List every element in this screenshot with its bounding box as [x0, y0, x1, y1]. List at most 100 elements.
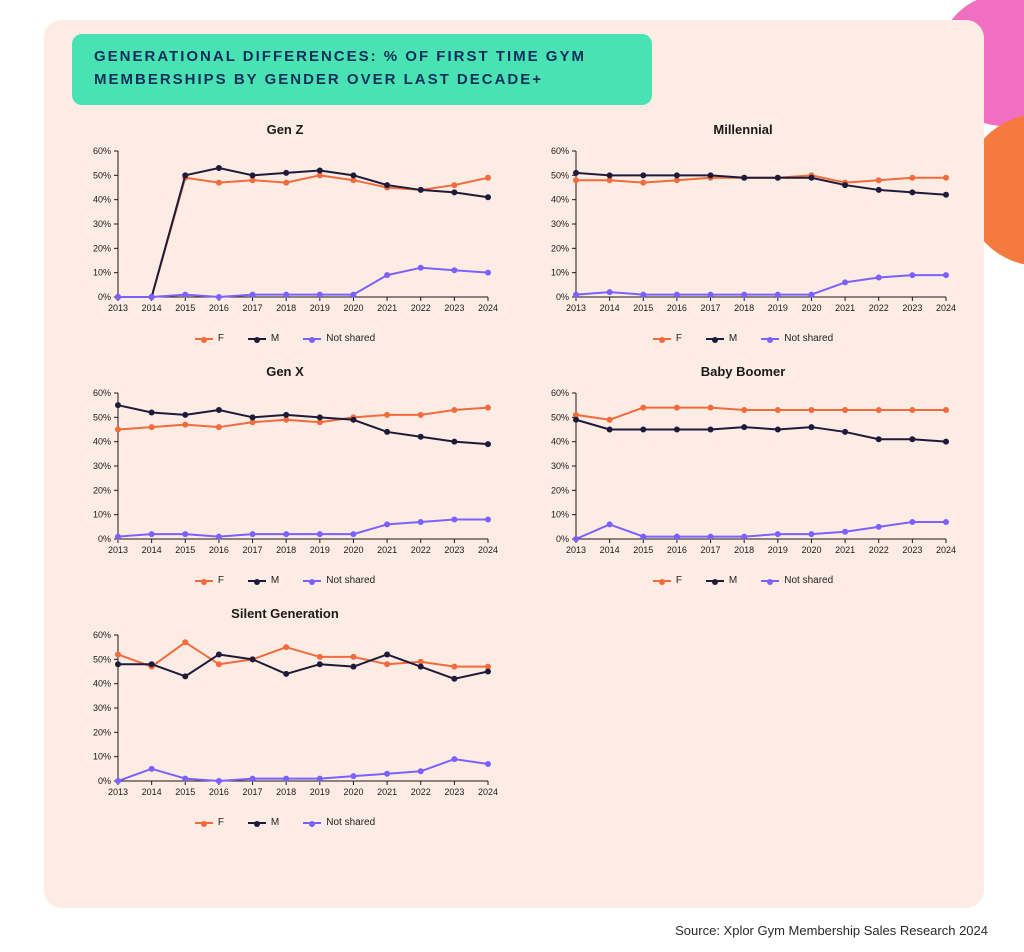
svg-text:2021: 2021 [377, 545, 397, 555]
legend-swatch-icon [195, 580, 213, 582]
svg-text:60%: 60% [551, 388, 569, 398]
svg-text:2021: 2021 [835, 303, 855, 313]
svg-text:50%: 50% [93, 170, 111, 180]
svg-text:40%: 40% [551, 437, 569, 447]
legend-label: Not shared [326, 817, 375, 828]
svg-text:10%: 10% [93, 752, 111, 762]
legend-item: M [248, 333, 279, 344]
chart-title: Gen X [72, 364, 498, 379]
title-banner: GENERATIONAL DIFFERENCES: % OF FIRST TIM… [72, 34, 652, 105]
svg-text:2024: 2024 [478, 545, 498, 555]
svg-text:2014: 2014 [600, 545, 620, 555]
legend-swatch-icon [248, 822, 266, 824]
chart-title: Baby Boomer [530, 364, 956, 379]
svg-text:2020: 2020 [343, 787, 363, 797]
legend-label: M [729, 333, 737, 344]
chart-row: Silent Generation0%10%20%30%40%50%60%201… [72, 600, 956, 836]
svg-text:50%: 50% [93, 654, 111, 664]
svg-text:0%: 0% [98, 776, 111, 786]
svg-text:2023: 2023 [444, 787, 464, 797]
legend-label: F [218, 333, 224, 344]
legend-label: Not shared [784, 333, 833, 344]
legend-item: Not shared [303, 333, 375, 344]
legend-label: Not shared [326, 575, 375, 586]
legend-label: M [271, 817, 279, 828]
svg-text:2016: 2016 [209, 545, 229, 555]
legend-label: M [271, 333, 279, 344]
chart-legend: F M Not shared [72, 817, 498, 828]
chart-title: Silent Generation [72, 606, 498, 621]
svg-text:2014: 2014 [600, 303, 620, 313]
legend-swatch-icon [248, 338, 266, 340]
svg-text:60%: 60% [93, 630, 111, 640]
svg-text:0%: 0% [556, 292, 569, 302]
svg-text:2013: 2013 [566, 303, 586, 313]
svg-text:2024: 2024 [478, 303, 498, 313]
svg-text:2019: 2019 [310, 787, 330, 797]
svg-text:2023: 2023 [444, 545, 464, 555]
svg-text:10%: 10% [551, 510, 569, 520]
svg-text:2016: 2016 [209, 303, 229, 313]
svg-text:30%: 30% [93, 703, 111, 713]
legend-label: Not shared [326, 333, 375, 344]
svg-text:2022: 2022 [411, 303, 431, 313]
svg-text:2018: 2018 [276, 787, 296, 797]
chart-svg: 0%10%20%30%40%50%60%20132014201520162017… [72, 141, 498, 331]
legend-swatch-icon [761, 580, 779, 582]
svg-text:30%: 30% [551, 219, 569, 229]
svg-text:2017: 2017 [243, 787, 263, 797]
svg-text:2015: 2015 [633, 545, 653, 555]
chart-genx: Gen X0%10%20%30%40%50%60%201320142015201… [72, 358, 498, 594]
svg-text:2013: 2013 [108, 787, 128, 797]
chart-svg: 0%10%20%30%40%50%60%20132014201520162017… [72, 383, 498, 573]
svg-text:0%: 0% [98, 292, 111, 302]
svg-text:2019: 2019 [768, 303, 788, 313]
svg-text:2022: 2022 [411, 787, 431, 797]
legend-item: F [653, 575, 682, 586]
svg-text:2018: 2018 [276, 303, 296, 313]
svg-text:2015: 2015 [175, 787, 195, 797]
svg-text:60%: 60% [93, 388, 111, 398]
svg-text:60%: 60% [93, 146, 111, 156]
svg-text:2022: 2022 [869, 545, 889, 555]
svg-text:40%: 40% [93, 195, 111, 205]
legend-swatch-icon [303, 338, 321, 340]
legend-label: F [218, 817, 224, 828]
legend-swatch-icon [706, 580, 724, 582]
title-text: GENERATIONAL DIFFERENCES: % OF FIRST TIM… [94, 46, 630, 91]
svg-text:2024: 2024 [478, 787, 498, 797]
legend-label: F [676, 575, 682, 586]
svg-text:2020: 2020 [343, 303, 363, 313]
svg-text:2017: 2017 [243, 545, 263, 555]
legend-swatch-icon [653, 338, 671, 340]
svg-text:20%: 20% [93, 243, 111, 253]
legend-item: F [195, 817, 224, 828]
legend-item: M [248, 575, 279, 586]
svg-text:2022: 2022 [411, 545, 431, 555]
legend-item: F [653, 333, 682, 344]
legend-label: M [729, 575, 737, 586]
legend-swatch-icon [248, 580, 266, 582]
chart-title: Gen Z [72, 122, 498, 137]
chart-card: GENERATIONAL DIFFERENCES: % OF FIRST TIM… [44, 20, 984, 908]
svg-text:2016: 2016 [667, 545, 687, 555]
svg-text:2013: 2013 [566, 545, 586, 555]
chart-legend: FMNot shared [72, 575, 498, 586]
svg-text:2017: 2017 [243, 303, 263, 313]
svg-text:20%: 20% [551, 485, 569, 495]
legend-item: M [248, 817, 279, 828]
svg-text:0%: 0% [98, 534, 111, 544]
legend-label: M [271, 575, 279, 586]
svg-text:2014: 2014 [142, 303, 162, 313]
svg-text:2021: 2021 [835, 545, 855, 555]
legend-item: M [706, 333, 737, 344]
svg-text:2020: 2020 [343, 545, 363, 555]
chart-title: Millennial [530, 122, 956, 137]
legend-item: Not shared [761, 575, 833, 586]
svg-text:40%: 40% [93, 679, 111, 689]
source-text: Source: Xplor Gym Membership Sales Resea… [675, 923, 988, 938]
legend-item: Not shared [761, 333, 833, 344]
legend-swatch-icon [303, 580, 321, 582]
svg-text:2023: 2023 [444, 303, 464, 313]
legend-item: Not shared [303, 817, 375, 828]
